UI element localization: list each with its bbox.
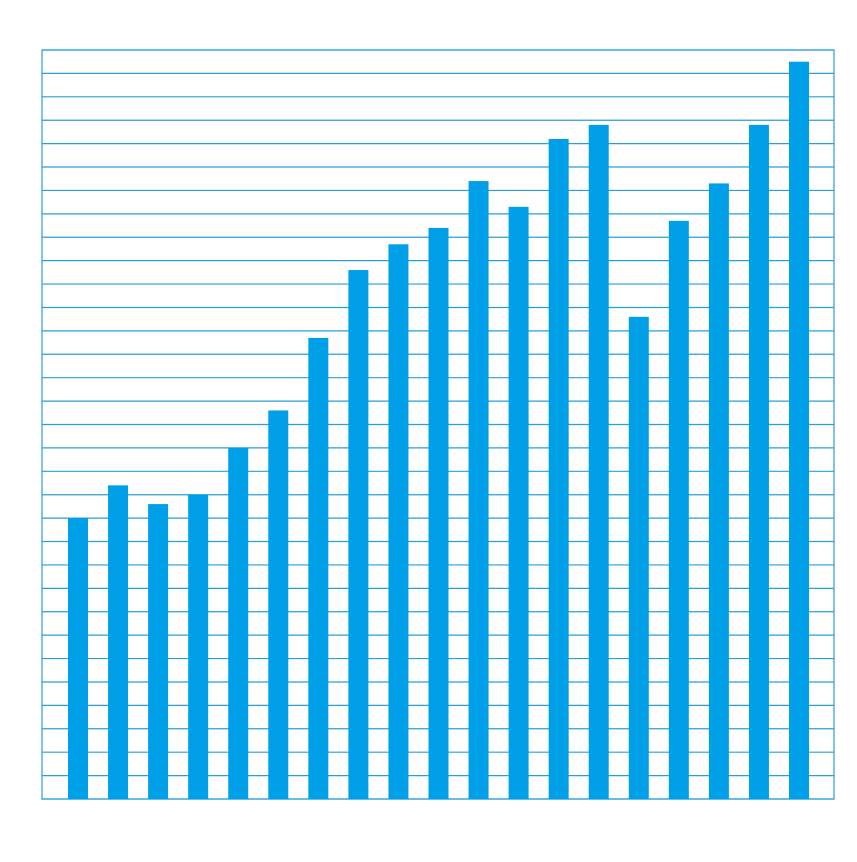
bar xyxy=(748,124,769,799)
bar xyxy=(348,270,369,799)
bar xyxy=(308,337,329,799)
bar xyxy=(108,485,129,799)
bar xyxy=(508,206,529,799)
bar xyxy=(708,183,729,799)
bar xyxy=(268,410,289,799)
bar xyxy=(468,181,489,799)
bar xyxy=(668,220,689,800)
bar xyxy=(388,244,409,800)
bar xyxy=(148,504,169,799)
bar xyxy=(789,61,809,799)
bar xyxy=(228,447,249,799)
bar xyxy=(628,316,649,799)
bar xyxy=(588,124,609,799)
bar xyxy=(188,494,209,799)
bar xyxy=(68,518,88,799)
bar xyxy=(428,227,449,799)
bar xyxy=(548,138,569,800)
